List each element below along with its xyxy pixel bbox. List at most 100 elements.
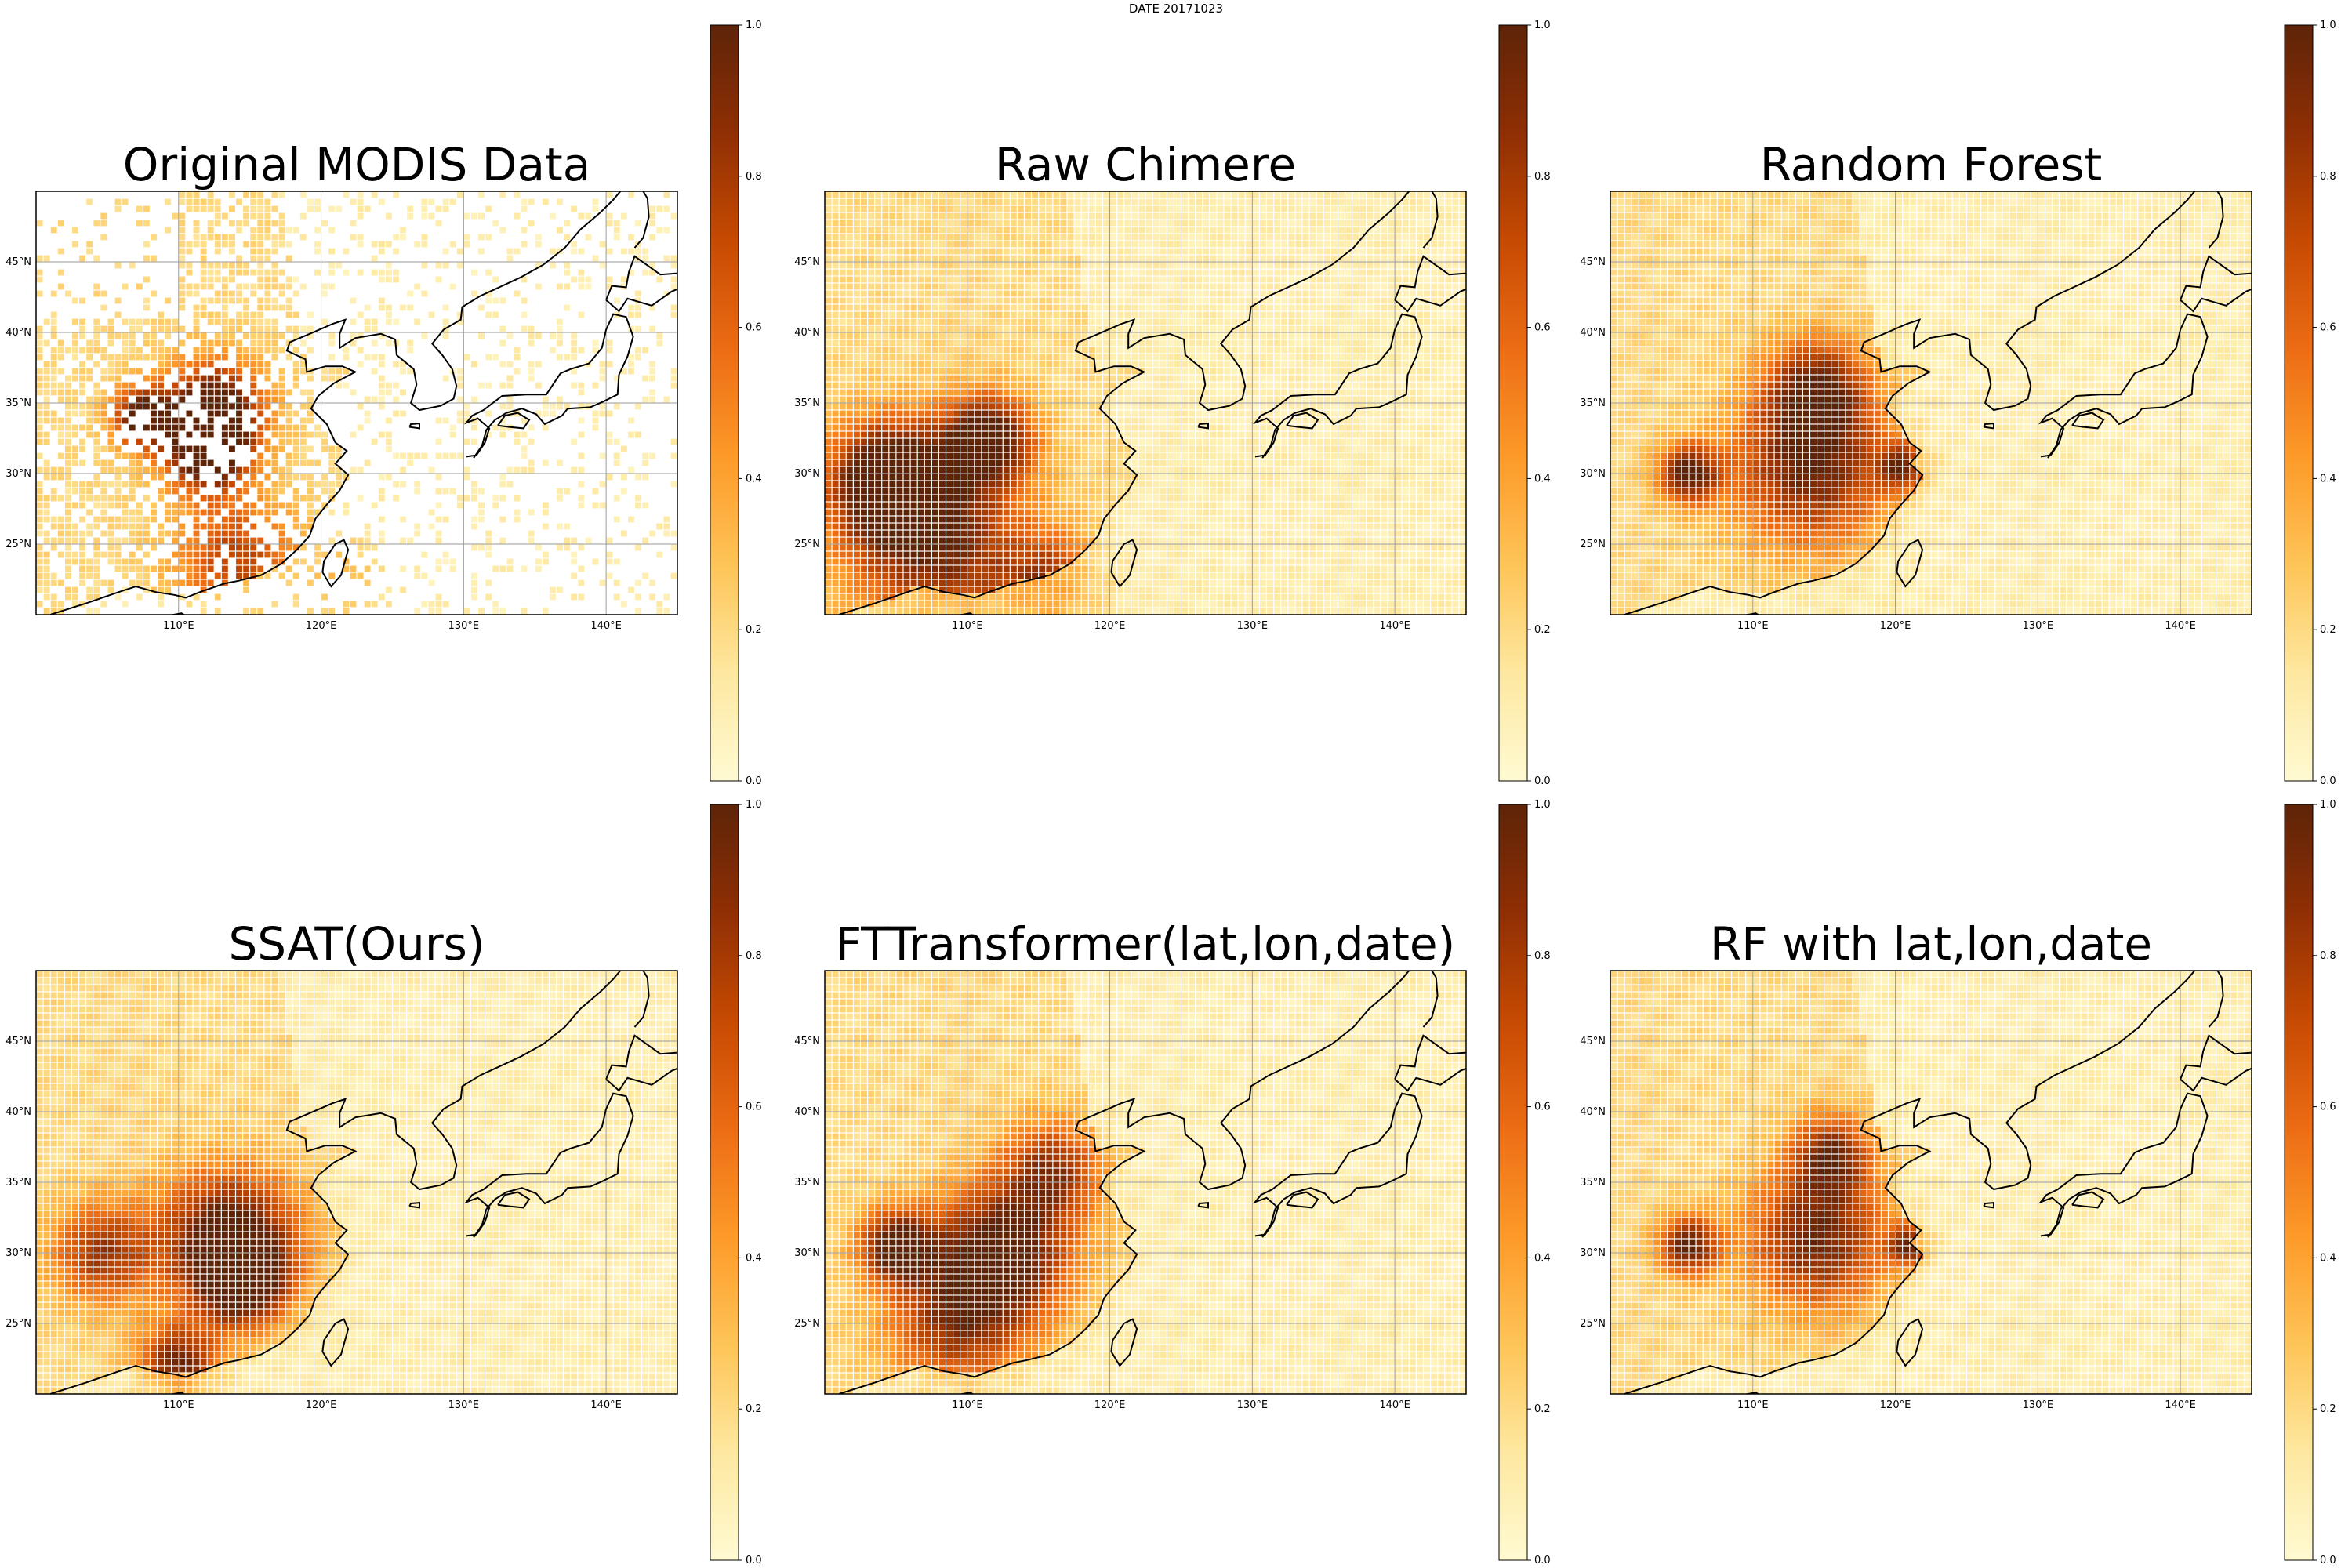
heat-cell: [1153, 608, 1160, 615]
heat-cell: [115, 446, 122, 452]
heat-cell: [967, 467, 974, 474]
heat-cell: [143, 354, 150, 361]
heat-cell: [861, 552, 867, 558]
heat-cell: [967, 234, 974, 241]
heat-cell: [107, 340, 114, 347]
heat-cell: [939, 601, 946, 608]
heat-cell: [257, 411, 263, 417]
heat-cell: [671, 305, 677, 311]
heat-cell: [279, 213, 285, 220]
heat-cell: [1139, 291, 1145, 297]
heat-cell: [989, 241, 996, 248]
heat-cell: [854, 552, 860, 558]
heat-cell: [365, 545, 371, 551]
heat-cell: [904, 552, 910, 558]
heat-cell: [1004, 524, 1010, 530]
heat-cell: [1110, 474, 1116, 481]
heat-cell: [372, 545, 378, 551]
heat-cell: [1096, 220, 1102, 227]
heat-cell: [1053, 418, 1059, 424]
heat-cell: [1096, 538, 1102, 544]
heat-cell: [1011, 213, 1017, 220]
heat-cell: [471, 573, 477, 579]
heat-cell: [1075, 298, 1081, 304]
heat-cell: [557, 460, 563, 466]
heat-cell: [1039, 256, 1045, 262]
heat-cell: [136, 284, 143, 290]
heat-cell: [1117, 467, 1123, 474]
heat-cell: [939, 453, 946, 459]
heat-cell: [264, 298, 270, 304]
heat-cell: [1061, 559, 1067, 565]
heat-cell: [250, 227, 256, 234]
heat-cell: [1068, 326, 1074, 332]
heat-cell: [229, 319, 235, 325]
heat-cell: [158, 312, 164, 318]
heat-cell: [44, 411, 50, 417]
heat-cell: [1103, 305, 1109, 311]
heat-cell: [593, 411, 599, 417]
heat-cell: [946, 545, 953, 551]
heat-cell: [946, 263, 953, 269]
heat-cell: [564, 263, 570, 269]
heat-cell: [1131, 284, 1138, 290]
heat-cell: [840, 333, 846, 339]
heat-cell: [407, 368, 413, 375]
heat-cell: [939, 263, 946, 269]
heat-cell: [93, 418, 100, 424]
heat-cell: [925, 220, 931, 227]
heat-cell: [165, 368, 171, 375]
heat-cell: [1004, 199, 1010, 205]
heat-cell: [79, 552, 85, 558]
heat-cell: [393, 453, 399, 459]
heat-cell: [1025, 199, 1031, 205]
heat-cell: [478, 517, 485, 523]
heat-cell: [982, 517, 989, 523]
heat-cell: [1068, 404, 1074, 410]
heat-cell: [236, 256, 242, 262]
heat-cell: [521, 227, 528, 234]
heat-cell: [1174, 587, 1181, 593]
heat-cell: [889, 503, 895, 509]
heat-cell: [1124, 552, 1131, 558]
heat-cell: [400, 411, 406, 417]
heat-cell: [975, 206, 981, 212]
heat-cell: [932, 192, 938, 198]
heat-cell: [1167, 453, 1174, 459]
heat-cell: [925, 411, 931, 417]
heat-cell: [600, 241, 606, 248]
heat-cell: [1082, 594, 1088, 601]
heat-cell: [861, 566, 867, 572]
heat-cell: [93, 503, 100, 509]
heat-cell: [222, 531, 228, 537]
heat-cell: [833, 368, 839, 375]
heat-cell: [179, 284, 185, 290]
heat-cell: [1096, 573, 1102, 579]
heat-cell: [996, 488, 1003, 495]
heat-cell: [982, 404, 989, 410]
heat-cell: [457, 368, 463, 375]
heat-cell: [1004, 439, 1010, 445]
heat-cell: [946, 270, 953, 276]
heat-cell: [1146, 524, 1152, 530]
heat-cell: [208, 580, 214, 586]
heat-cell: [44, 404, 50, 410]
heat-cell: [939, 538, 946, 544]
heat-cell: [847, 453, 853, 459]
heat-cell: [996, 446, 1003, 452]
heat-cell: [833, 552, 839, 558]
heat-cell: [896, 559, 902, 565]
heat-cell: [365, 580, 371, 586]
heat-cell: [989, 347, 996, 354]
heat-cell: [1117, 263, 1123, 269]
heat-cell: [286, 460, 292, 466]
heat-cell: [1139, 411, 1145, 417]
heat-cell: [115, 361, 122, 368]
heat-cell: [607, 538, 613, 544]
heat-cell: [107, 432, 114, 438]
heat-cell: [621, 531, 627, 537]
heat-cell: [506, 333, 513, 339]
heat-cell: [201, 460, 207, 466]
heat-cell: [478, 234, 485, 241]
heat-cell: [918, 249, 924, 255]
